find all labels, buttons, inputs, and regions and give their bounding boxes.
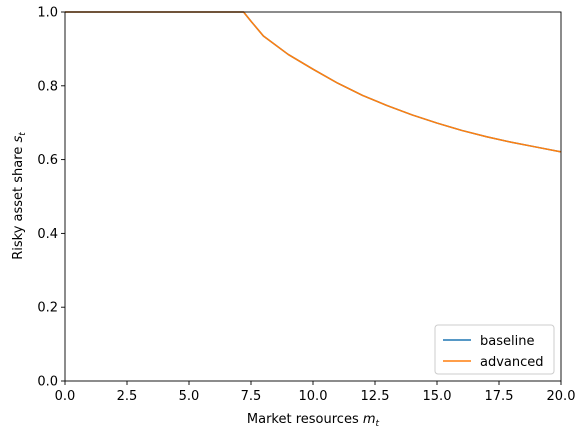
y-tick-label: 1.0 (37, 6, 58, 21)
y-tick-label: 0.4 (37, 227, 58, 242)
legend: baseline advanced (434, 324, 555, 375)
x-axis: 0.0 2.5 5.0 7.5 10.0 12.5 15.0 17.5 20.0 (55, 381, 576, 404)
y-axis: 0.0 0.2 0.4 0.6 0.8 1.0 (37, 6, 65, 390)
y-tick-label: 0.6 (37, 153, 58, 168)
x-tick-label: 10.0 (299, 389, 328, 404)
x-tick-label: 5.0 (179, 389, 200, 404)
x-tick-label: 17.5 (485, 389, 514, 404)
x-tick-label: 0.0 (55, 389, 76, 404)
legend-label-advanced: advanced (480, 355, 544, 370)
x-tick-label: 12.5 (361, 389, 390, 404)
x-axis-label: Market resources mt (247, 412, 380, 429)
y-tick-label: 0.0 (37, 375, 58, 390)
x-tick-label: 15.0 (423, 389, 452, 404)
x-tick-label: 20.0 (547, 389, 576, 404)
legend-label-baseline: baseline (480, 334, 534, 349)
y-tick-label: 0.8 (37, 79, 58, 94)
x-tick-label: 7.5 (241, 389, 262, 404)
y-tick-label: 0.2 (37, 301, 58, 316)
y-axis-label: Risky asset share st (11, 132, 28, 260)
x-tick-label: 2.5 (117, 389, 138, 404)
